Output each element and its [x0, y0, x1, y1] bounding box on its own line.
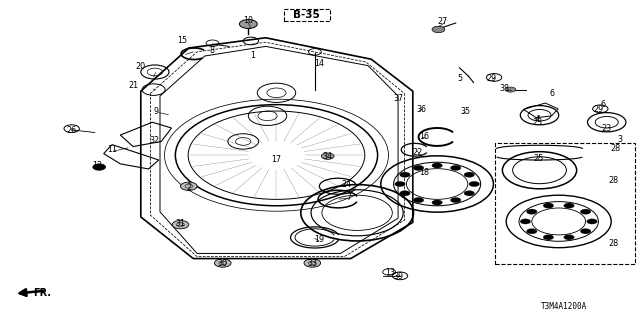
Text: 38: 38 [499, 84, 509, 93]
Circle shape [564, 235, 574, 240]
Text: T3M4A1200A: T3M4A1200A [541, 302, 587, 311]
Circle shape [413, 165, 424, 171]
Text: 23: 23 [532, 118, 543, 127]
Text: 23: 23 [602, 124, 612, 133]
Circle shape [564, 203, 574, 208]
Text: 14: 14 [314, 59, 324, 68]
Text: 3: 3 [617, 135, 622, 144]
Text: 10: 10 [243, 16, 253, 25]
Circle shape [464, 172, 474, 177]
Circle shape [432, 163, 442, 168]
Text: 15: 15 [177, 36, 187, 45]
Text: 24: 24 [342, 180, 352, 189]
Circle shape [520, 219, 531, 224]
Text: 9: 9 [154, 107, 159, 116]
Text: 13: 13 [385, 268, 396, 277]
Circle shape [580, 228, 591, 234]
Circle shape [214, 259, 231, 267]
Text: 16: 16 [419, 132, 429, 141]
Text: 34: 34 [323, 152, 333, 161]
Text: 27: 27 [438, 17, 448, 26]
Circle shape [239, 20, 257, 28]
Circle shape [506, 87, 516, 92]
Circle shape [413, 197, 424, 203]
Text: 39: 39 [393, 272, 403, 281]
Text: 30: 30 [218, 260, 228, 268]
Circle shape [400, 191, 410, 196]
Text: 20: 20 [136, 62, 146, 71]
Circle shape [93, 164, 106, 170]
Text: 28: 28 [608, 239, 618, 248]
Text: 6: 6 [600, 100, 605, 109]
Text: 12: 12 [92, 161, 102, 170]
Text: 19: 19 [314, 235, 324, 244]
Text: 25: 25 [534, 154, 544, 163]
Text: FR.: FR. [33, 288, 51, 299]
Circle shape [432, 26, 445, 33]
Text: 35: 35 [461, 107, 471, 116]
Circle shape [543, 235, 554, 240]
Circle shape [527, 209, 537, 214]
Text: 8: 8 [210, 46, 215, 55]
Text: 22: 22 [412, 148, 422, 157]
Circle shape [395, 181, 405, 187]
Text: 5: 5 [457, 74, 462, 83]
Circle shape [451, 165, 461, 171]
Circle shape [172, 220, 189, 229]
Text: 37: 37 [393, 94, 403, 103]
Text: 2: 2 [186, 183, 191, 192]
Text: 29: 29 [593, 105, 604, 114]
Text: 36: 36 [416, 105, 426, 114]
Text: 4: 4 [535, 115, 540, 124]
Text: 28: 28 [608, 176, 618, 185]
Text: 21: 21 [128, 81, 138, 90]
Circle shape [580, 209, 591, 214]
Text: 33: 33 [307, 260, 317, 268]
Text: 28: 28 [611, 144, 621, 153]
Text: 18: 18 [419, 168, 429, 177]
Text: 29: 29 [486, 74, 497, 83]
Circle shape [321, 153, 334, 159]
Text: 32: 32 [150, 136, 160, 145]
Circle shape [432, 200, 442, 205]
Circle shape [543, 203, 554, 208]
Circle shape [180, 182, 197, 190]
Circle shape [469, 181, 479, 187]
Circle shape [464, 191, 474, 196]
Text: 11: 11 [107, 145, 117, 154]
Text: 17: 17 [271, 155, 282, 164]
Circle shape [304, 259, 321, 267]
Text: 6: 6 [549, 89, 554, 98]
Circle shape [451, 197, 461, 203]
Text: B-35: B-35 [293, 10, 320, 20]
Text: 7: 7 [346, 193, 351, 202]
Text: 31: 31 [175, 219, 186, 228]
Text: 26: 26 [67, 126, 77, 135]
Text: 1: 1 [250, 52, 255, 60]
Circle shape [587, 219, 597, 224]
Circle shape [400, 172, 410, 177]
Circle shape [527, 228, 537, 234]
